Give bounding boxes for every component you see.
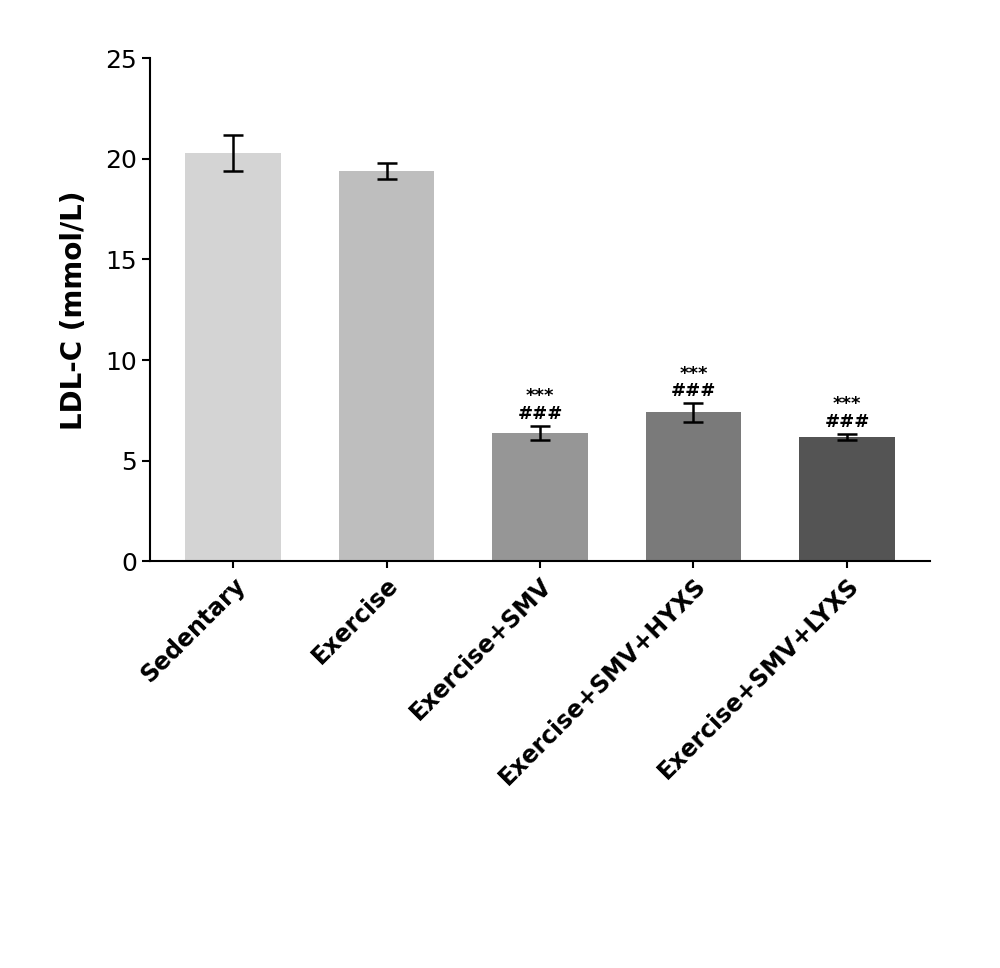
Text: ***: *** [526, 387, 554, 406]
Text: ***: *** [833, 396, 861, 413]
Text: ***: *** [679, 365, 708, 383]
Text: ###: ### [671, 382, 716, 401]
Bar [185, 153, 281, 561]
Bar [339, 170, 434, 561]
Y-axis label: LDL-C (mmol/L): LDL-C (mmol/L) [60, 190, 88, 430]
Bar [492, 433, 588, 561]
Text: ###: ### [517, 405, 563, 422]
Text: ###: ### [824, 412, 870, 431]
Bar [799, 437, 895, 561]
Bar [646, 412, 741, 561]
